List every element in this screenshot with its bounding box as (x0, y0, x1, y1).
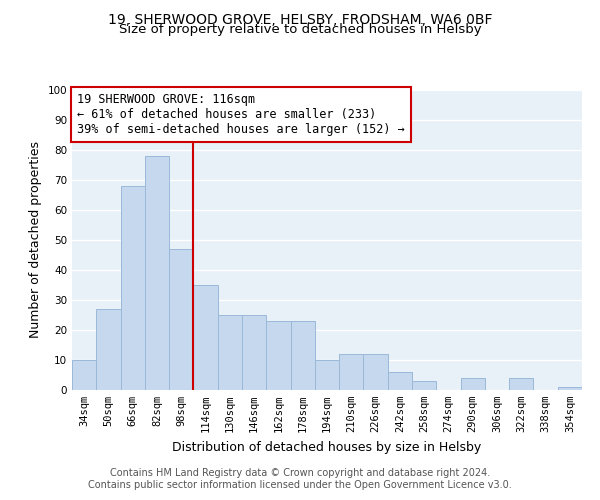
Bar (412, 381, 436, 390)
Y-axis label: Number of detached properties: Number of detached properties (29, 142, 42, 338)
Bar (193, 285, 218, 390)
Bar (121, 186, 145, 390)
Text: Contains HM Land Registry data © Crown copyright and database right 2024.: Contains HM Land Registry data © Crown c… (110, 468, 490, 477)
Bar (558, 387, 582, 390)
Bar (339, 354, 364, 390)
Bar (266, 321, 290, 390)
Bar (96, 309, 121, 390)
Text: Contains public sector information licensed under the Open Government Licence v3: Contains public sector information licen… (88, 480, 512, 490)
Bar (290, 321, 315, 390)
Bar (388, 372, 412, 390)
Text: Size of property relative to detached houses in Helsby: Size of property relative to detached ho… (119, 22, 481, 36)
Bar (364, 354, 388, 390)
Text: 19 SHERWOOD GROVE: 116sqm
← 61% of detached houses are smaller (233)
39% of semi: 19 SHERWOOD GROVE: 116sqm ← 61% of detac… (77, 93, 405, 136)
Bar (509, 378, 533, 390)
Bar (461, 378, 485, 390)
Bar (169, 249, 193, 390)
X-axis label: Distribution of detached houses by size in Helsby: Distribution of detached houses by size … (172, 440, 482, 454)
Bar (242, 315, 266, 390)
Bar (315, 360, 339, 390)
Bar (218, 315, 242, 390)
Bar (145, 156, 169, 390)
Bar (72, 360, 96, 390)
Text: 19, SHERWOOD GROVE, HELSBY, FRODSHAM, WA6 0BF: 19, SHERWOOD GROVE, HELSBY, FRODSHAM, WA… (108, 12, 492, 26)
